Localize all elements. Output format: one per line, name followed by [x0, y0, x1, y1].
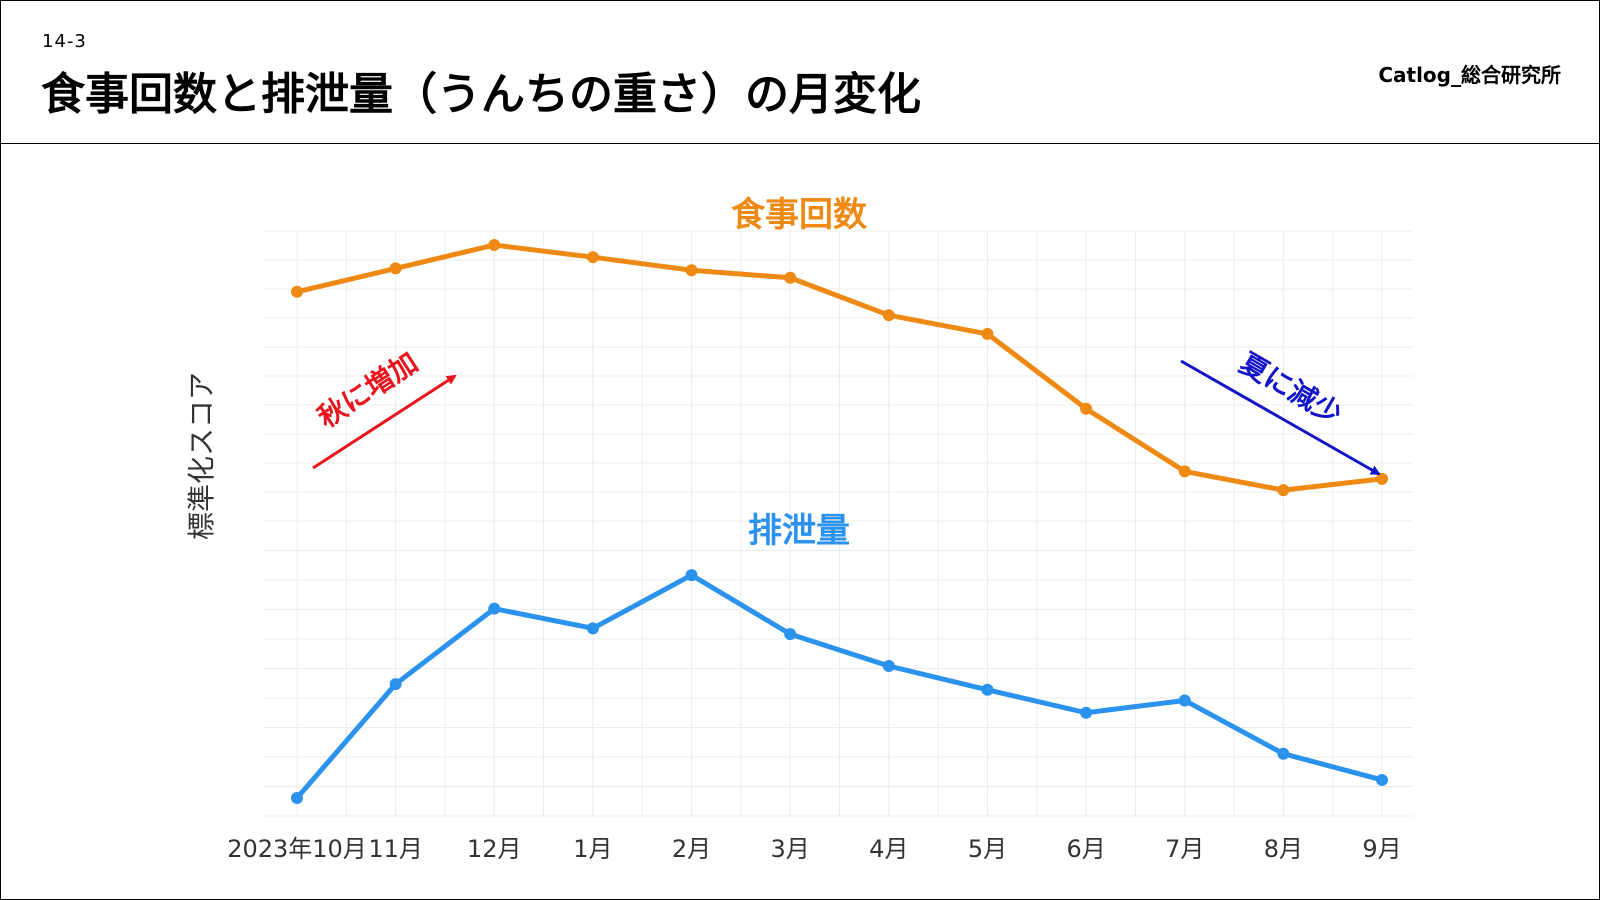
excretion-point: [882, 660, 895, 673]
meals-point: [784, 271, 797, 284]
meals-series-label: 食事回数: [731, 195, 867, 235]
x-tick-label: 7月: [1165, 835, 1204, 863]
x-tick-label: 1月: [573, 835, 612, 863]
excretion-point: [685, 569, 698, 582]
excretion-point: [389, 678, 402, 691]
meals-point: [586, 251, 599, 264]
excretion-point: [586, 622, 599, 635]
slide-title: 食事回数と排泄量（うんちの重さ）の月変化: [41, 69, 921, 120]
excretion-point: [784, 628, 797, 641]
meals-point: [389, 262, 402, 275]
excretion-point: [1277, 747, 1290, 760]
brand-logo: Catlog_総合研究所: [1378, 63, 1561, 87]
x-tick-label: 8月: [1264, 835, 1303, 863]
excretion-point: [981, 683, 994, 696]
x-tick-label: 5月: [968, 835, 1007, 863]
x-tick-label: 2月: [672, 835, 711, 863]
x-tick-label: 3月: [771, 835, 810, 863]
meals-point: [1080, 402, 1093, 415]
x-tick-label: 6月: [1066, 835, 1105, 863]
meals-point: [685, 264, 698, 277]
x-tick-label: 2023年10月: [227, 835, 367, 863]
excretion-series-line: [295, 572, 1383, 800]
meals-point: [882, 309, 895, 322]
meals-point: [1178, 465, 1191, 478]
excretion-series-label: 排泄量: [748, 511, 850, 551]
decrease-annotation: 夏に減少: [1234, 346, 1348, 431]
meals-point: [1376, 472, 1388, 485]
increase-arrow: [312, 374, 457, 470]
meals-point: [1277, 484, 1290, 497]
slide-number: 14-3: [42, 31, 87, 52]
excretion-point: [1178, 694, 1191, 707]
slide-header: 14-3 食事回数と排泄量（うんちの重さ）の月変化 Catlog_総合研究所: [1, 1, 1600, 144]
x-tick-label: 11月: [368, 835, 423, 863]
increase-annotation: 秋に増加: [312, 346, 424, 435]
x-axis-ticks: 2023年10月 11月 12月 1月 2月 3月 4月 5月 6月 7月 8月 9月: [227, 835, 1401, 863]
y-axis-label: 標準化スコア: [185, 372, 218, 540]
x-tick-label: 4月: [869, 835, 908, 863]
meals-point: [981, 327, 994, 340]
meals-series-line: [296, 242, 1383, 493]
excretion-point: [291, 791, 303, 804]
bottom-panel-grid: [263, 520, 1413, 817]
meals-point: [291, 285, 303, 298]
excretion-point: [1376, 773, 1388, 786]
meals-point: [488, 239, 501, 252]
x-tick-label: 12月: [467, 835, 522, 863]
excretion-point: [488, 602, 501, 615]
decrease-arrow: [1180, 359, 1381, 476]
x-tick-label: 9月: [1362, 835, 1401, 863]
excretion-point: [1080, 706, 1093, 719]
